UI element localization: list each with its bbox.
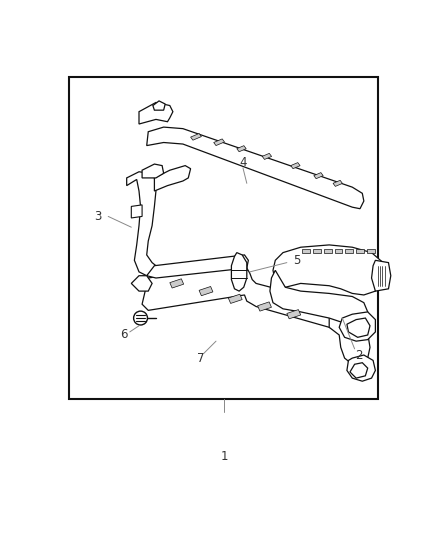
Polygon shape xyxy=(270,270,367,324)
Polygon shape xyxy=(313,249,321,253)
Circle shape xyxy=(134,311,148,325)
Polygon shape xyxy=(350,363,367,378)
Bar xyxy=(69,77,378,399)
Text: 1: 1 xyxy=(221,450,228,463)
Polygon shape xyxy=(228,294,242,303)
Polygon shape xyxy=(170,279,184,288)
Polygon shape xyxy=(231,253,247,291)
Polygon shape xyxy=(356,249,364,253)
Polygon shape xyxy=(273,245,385,295)
Text: 2: 2 xyxy=(355,349,362,361)
Polygon shape xyxy=(302,249,310,253)
Polygon shape xyxy=(347,318,370,337)
Polygon shape xyxy=(131,205,142,218)
Polygon shape xyxy=(287,310,301,319)
Text: 4: 4 xyxy=(239,156,247,169)
Polygon shape xyxy=(333,180,343,187)
Polygon shape xyxy=(329,303,370,364)
Polygon shape xyxy=(147,127,364,209)
Polygon shape xyxy=(142,164,164,178)
Polygon shape xyxy=(237,146,246,152)
Polygon shape xyxy=(191,133,201,140)
Polygon shape xyxy=(324,249,332,253)
Polygon shape xyxy=(291,163,300,168)
Polygon shape xyxy=(335,249,342,253)
Polygon shape xyxy=(258,302,272,311)
Polygon shape xyxy=(131,276,152,291)
Polygon shape xyxy=(262,154,272,159)
Polygon shape xyxy=(339,312,375,341)
Polygon shape xyxy=(214,139,225,146)
Polygon shape xyxy=(346,249,353,253)
Polygon shape xyxy=(314,173,323,179)
Polygon shape xyxy=(139,102,173,124)
Polygon shape xyxy=(153,101,165,110)
Polygon shape xyxy=(347,355,375,381)
Text: 5: 5 xyxy=(293,254,300,267)
Polygon shape xyxy=(367,249,374,253)
Polygon shape xyxy=(127,172,156,276)
Text: 6: 6 xyxy=(120,328,127,342)
Text: 3: 3 xyxy=(95,210,102,223)
Polygon shape xyxy=(371,260,391,291)
Text: 7: 7 xyxy=(197,352,205,365)
Polygon shape xyxy=(199,287,213,296)
Polygon shape xyxy=(147,255,248,278)
Polygon shape xyxy=(155,166,191,191)
Polygon shape xyxy=(142,263,362,337)
